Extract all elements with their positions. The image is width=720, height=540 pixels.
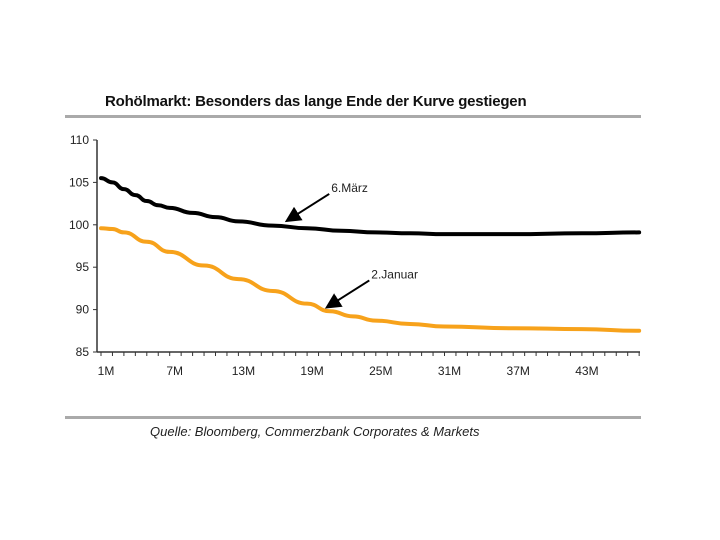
series-line-0 bbox=[99, 176, 642, 237]
x-tick-label: 19M bbox=[300, 364, 323, 378]
chart-title: Rohölmarkt: Besonders das lange Ende der… bbox=[105, 93, 527, 110]
x-tick-label: 31M bbox=[438, 364, 461, 378]
x-tick-label: 25M bbox=[369, 364, 392, 378]
series-arrow-1 bbox=[324, 279, 370, 309]
y-tick-label: 90 bbox=[76, 303, 90, 317]
x-tick-label: 43M bbox=[575, 364, 598, 378]
footer-rule bbox=[65, 416, 641, 419]
series-line-1 bbox=[99, 226, 642, 333]
series-label-1: 2.Januar bbox=[371, 267, 418, 281]
series-label-0: 6.März bbox=[331, 181, 368, 195]
x-tick-label: 7M bbox=[166, 364, 183, 378]
x-tick-label: 37M bbox=[507, 364, 530, 378]
y-tick-label: 95 bbox=[76, 260, 90, 274]
y-tick-label: 100 bbox=[69, 218, 89, 232]
x-tick-label: 1M bbox=[98, 364, 115, 378]
title-rule bbox=[65, 115, 641, 118]
y-tick-label: 105 bbox=[69, 175, 89, 189]
source-note: Quelle: Bloomberg, Commerzbank Corporate… bbox=[150, 424, 480, 439]
y-tick-label: 85 bbox=[76, 345, 90, 359]
y-tick-label: 110 bbox=[70, 133, 89, 147]
series-arrow-0 bbox=[284, 193, 330, 223]
x-tick-label: 13M bbox=[232, 364, 255, 378]
